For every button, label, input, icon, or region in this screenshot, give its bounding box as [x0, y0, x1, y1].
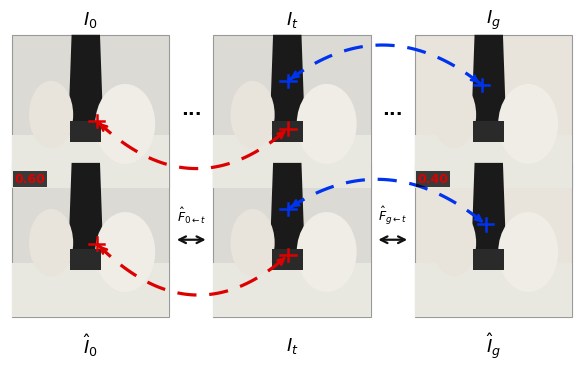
Bar: [213, 35, 371, 188]
Bar: [70, 249, 102, 270]
Ellipse shape: [95, 212, 155, 292]
Text: $I_t$: $I_t$: [286, 336, 298, 356]
Bar: [12, 163, 169, 317]
Bar: [213, 163, 371, 317]
Text: $I_0$: $I_0$: [84, 10, 98, 30]
Polygon shape: [68, 35, 103, 124]
Polygon shape: [471, 35, 506, 124]
Bar: [415, 135, 572, 188]
Bar: [70, 121, 102, 142]
Ellipse shape: [231, 209, 274, 277]
Ellipse shape: [498, 84, 558, 164]
Text: $\hat{F}_{g\leftarrow t}$: $\hat{F}_{g\leftarrow t}$: [378, 205, 408, 227]
Bar: [415, 35, 572, 188]
Ellipse shape: [95, 84, 155, 164]
Ellipse shape: [29, 81, 73, 149]
Bar: [213, 263, 371, 317]
Bar: [213, 135, 371, 188]
Bar: [272, 121, 303, 142]
Polygon shape: [270, 35, 305, 124]
Ellipse shape: [29, 209, 73, 277]
Text: $\hat{I}_g$: $\hat{I}_g$: [486, 331, 501, 361]
Bar: [12, 263, 169, 317]
Text: 0.40: 0.40: [418, 173, 449, 186]
Text: ...: ...: [181, 101, 201, 119]
Bar: [415, 163, 572, 317]
Bar: [12, 35, 169, 188]
Polygon shape: [68, 163, 103, 252]
Ellipse shape: [231, 81, 274, 149]
Polygon shape: [270, 163, 305, 252]
Text: $I_t$: $I_t$: [286, 10, 298, 30]
Ellipse shape: [297, 84, 357, 164]
Text: 0.60: 0.60: [15, 173, 46, 186]
Text: ...: ...: [383, 101, 403, 119]
Bar: [473, 249, 505, 270]
Text: $I_g$: $I_g$: [486, 8, 501, 32]
Bar: [272, 249, 303, 270]
Ellipse shape: [432, 81, 476, 149]
Polygon shape: [471, 163, 506, 252]
Text: $\hat{F}_{0\leftarrow t}$: $\hat{F}_{0\leftarrow t}$: [176, 206, 206, 226]
Bar: [473, 121, 505, 142]
Ellipse shape: [498, 212, 558, 292]
Bar: [12, 135, 169, 188]
Ellipse shape: [297, 212, 357, 292]
Text: $\hat{I}_0$: $\hat{I}_0$: [83, 332, 98, 359]
Ellipse shape: [432, 209, 476, 277]
Bar: [415, 263, 572, 317]
